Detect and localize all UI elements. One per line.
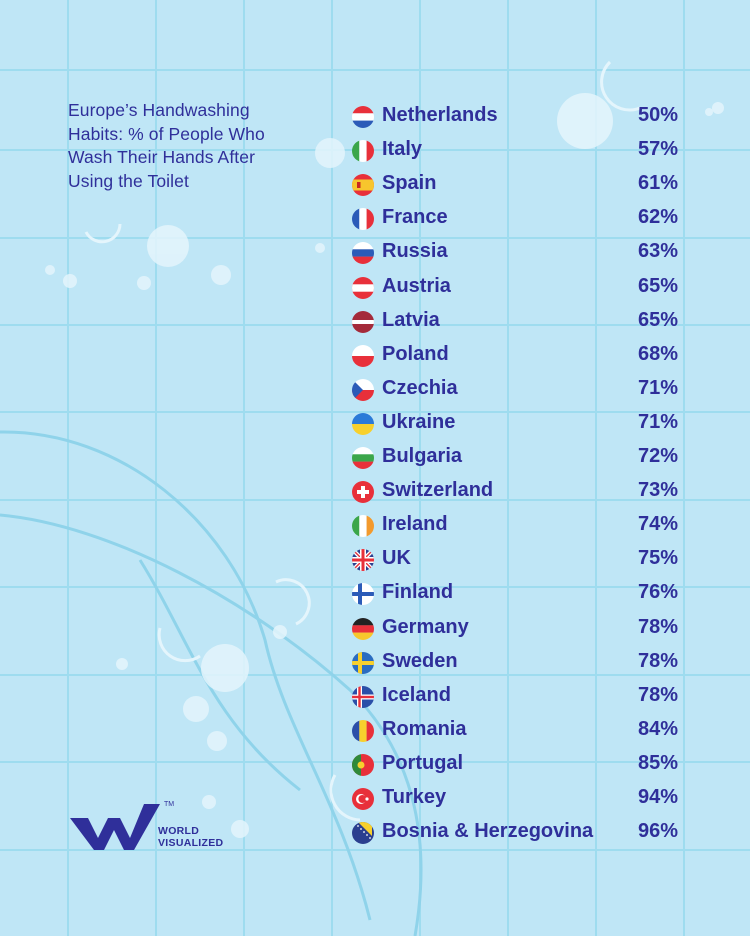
country-row: Italy 57% (352, 134, 682, 168)
handwashing-percentage: 74% (637, 513, 678, 536)
romania-flag-icon (352, 719, 374, 742)
germany-flag-icon (352, 617, 374, 640)
czechia-flag-icon (352, 378, 374, 401)
country-name: Switzerland (382, 479, 494, 502)
handwashing-percentage: 61% (637, 172, 678, 195)
logo-text: WORLD VISUALIZED (158, 825, 224, 849)
country-row: Latvia 65% (352, 305, 682, 339)
country-name: Latvia (382, 308, 440, 331)
country-name: Italy (382, 138, 423, 161)
handwashing-percentage: 85% (637, 751, 678, 774)
country-name: Bosnia & Herzegovina (382, 820, 594, 843)
netherlands-flag-icon (352, 106, 374, 128)
handwashing-percentage: 96% (637, 820, 678, 843)
country-name: Ukraine (382, 410, 456, 433)
country-row: Bosnia & Herzegovina 96% (352, 816, 682, 850)
country-name: Spain (382, 172, 437, 195)
handwashing-percentage: 65% (637, 308, 678, 331)
country-name: Austria (382, 274, 451, 297)
handwashing-percentage: 94% (637, 786, 678, 808)
sweden-flag-icon (352, 651, 374, 674)
handwashing-percentage: 68% (637, 342, 678, 365)
country-name: Netherlands (382, 104, 498, 126)
country-row: Romania 84% (352, 714, 682, 748)
bulgaria-flag-icon (352, 447, 374, 469)
country-row: Ireland 74% (352, 509, 682, 543)
bubbles (45, 93, 724, 838)
country-row: Czechia 71% (352, 373, 682, 407)
handwashing-percentage: 78% (637, 649, 678, 672)
handwashing-percentage: 50% (637, 104, 678, 126)
finland-flag-icon (352, 583, 374, 606)
ireland-flag-icon (352, 515, 374, 538)
switzerland-flag-icon (352, 481, 374, 504)
latvia-flag-icon (352, 310, 374, 333)
poland-flag-icon (352, 344, 374, 367)
country-name: UK (382, 547, 411, 570)
country-row: Switzerland 73% (352, 475, 682, 509)
country-name: Czechia (382, 376, 458, 399)
country-name: Bulgaria (382, 445, 463, 467)
handwashing-percentage: 71% (637, 376, 678, 399)
country-name: France (382, 206, 448, 229)
ukraine-flag-icon (352, 412, 374, 435)
bosnia-and-herzegovina-flag-icon (352, 822, 374, 845)
handwashing-percentage: 84% (637, 717, 678, 740)
country-row: Austria 65% (352, 271, 682, 305)
handwashing-percentage: 57% (637, 138, 678, 161)
country-row: Spain 61% (352, 168, 682, 202)
country-row: Poland 68% (352, 339, 682, 373)
turkey-flag-icon (352, 788, 374, 810)
country-row: Russia 63% (352, 236, 682, 270)
country-row: Bulgaria 72% (352, 441, 682, 475)
country-name: Iceland (382, 683, 451, 706)
country-name: Germany (382, 615, 469, 638)
country-name: Poland (382, 342, 449, 365)
handwashing-percentage: 65% (637, 274, 678, 297)
austria-flag-icon (352, 276, 374, 299)
uk-flag-icon (352, 549, 374, 572)
country-row: Netherlands 50% (352, 100, 682, 134)
country-row: Ukraine 71% (352, 407, 682, 441)
handwashing-percentage: 75% (637, 547, 678, 570)
country-row: Finland 76% (352, 577, 682, 611)
bubble-outlines (84, 60, 641, 822)
country-name: Russia (382, 240, 448, 263)
chart-title: Europe’s Handwashing Habits: % of People… (68, 100, 265, 191)
italy-flag-icon (352, 140, 374, 163)
handwashing-percentage: 71% (637, 410, 678, 433)
france-flag-icon (352, 208, 374, 231)
handwashing-percentage: 78% (637, 683, 678, 706)
country-row: Portugal 85% (352, 748, 682, 782)
handwashing-percentage: 78% (637, 615, 678, 638)
portugal-flag-icon (352, 753, 374, 776)
handwashing-percentage: 63% (637, 240, 678, 263)
country-row: Iceland 78% (352, 680, 682, 714)
country-row: Turkey 94% (352, 782, 682, 816)
country-row: Germany 78% (352, 612, 682, 646)
country-row: France 62% (352, 202, 682, 236)
handwashing-percentage: 76% (637, 581, 678, 604)
country-name: Ireland (382, 513, 448, 536)
iceland-flag-icon (352, 685, 374, 708)
logo-tm: TM (164, 801, 174, 808)
handwashing-percentage: 72% (637, 445, 678, 467)
country-row: Sweden 78% (352, 646, 682, 680)
country-name: Turkey (382, 786, 447, 808)
russia-flag-icon (352, 242, 374, 265)
country-row: UK 75% (352, 543, 682, 577)
handwashing-percentage: 73% (637, 479, 678, 502)
country-name: Finland (382, 581, 454, 604)
world-visualized-logo-icon: TM (70, 801, 174, 850)
country-name: Romania (382, 717, 467, 740)
country-name: Portugal (382, 751, 464, 774)
spain-flag-icon (352, 174, 374, 197)
country-name: Sweden (382, 649, 458, 672)
handwashing-percentage: 62% (637, 206, 678, 229)
